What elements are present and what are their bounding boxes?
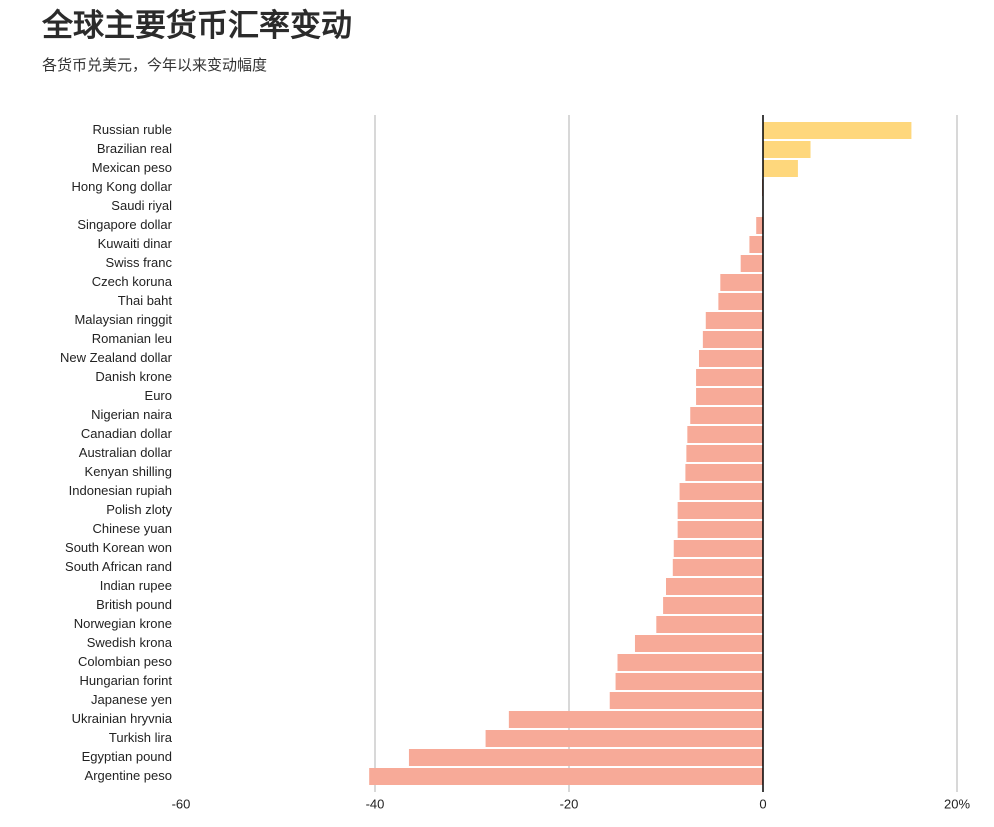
y-tick-label: Swedish krona xyxy=(87,635,173,650)
y-tick-label: Indonesian rupiah xyxy=(69,483,172,498)
bar xyxy=(615,673,763,690)
bar xyxy=(663,597,763,614)
y-tick-label: Hungarian forint xyxy=(80,673,173,688)
bar xyxy=(508,711,763,728)
y-tick-label: Euro xyxy=(145,388,172,403)
bar xyxy=(687,426,763,443)
bar xyxy=(369,768,763,785)
bar xyxy=(763,160,798,177)
bar xyxy=(690,407,763,424)
y-tick-label: Singapore dollar xyxy=(77,217,172,232)
x-tick-label: 20% xyxy=(944,796,970,811)
y-tick-label: Polish zloty xyxy=(106,502,172,517)
y-tick-label: Ukrainian hryvnia xyxy=(72,711,173,726)
bar xyxy=(686,445,763,462)
y-tick-label: New Zealand dollar xyxy=(60,350,173,365)
bar xyxy=(702,331,763,348)
bar xyxy=(698,350,763,367)
x-tick-label: -40 xyxy=(366,796,385,811)
y-tick-label: Canadian dollar xyxy=(81,426,173,441)
y-tick-label: Thai baht xyxy=(118,293,173,308)
x-tick-label: 0 xyxy=(759,796,766,811)
chart-title: 全球主要货币汇率变动 xyxy=(41,8,352,43)
bar xyxy=(656,616,763,633)
bar xyxy=(763,122,912,139)
bar xyxy=(677,502,763,519)
bar xyxy=(763,141,811,158)
bar xyxy=(756,217,763,234)
y-tick-label: Kuwaiti dinar xyxy=(98,236,173,251)
bar xyxy=(685,464,763,481)
bar xyxy=(705,312,763,329)
y-tick-label: Chinese yuan xyxy=(93,521,173,536)
y-tick-label: Romanian leu xyxy=(92,331,172,346)
y-tick-label: Mexican peso xyxy=(92,160,172,175)
y-tick-label: Hong Kong dollar xyxy=(72,179,173,194)
bar xyxy=(617,654,763,671)
y-tick-label: British pound xyxy=(96,597,172,612)
y-tick-label: Swiss franc xyxy=(106,255,173,270)
y-tick-label: Brazilian real xyxy=(97,141,172,156)
bar xyxy=(718,293,763,310)
bar xyxy=(696,369,763,386)
bar xyxy=(679,483,763,500)
y-tick-label: Saudi riyal xyxy=(111,198,172,213)
y-tick-label: Indian rupee xyxy=(100,578,172,593)
y-tick-label: Turkish lira xyxy=(109,730,173,745)
bar xyxy=(672,559,763,576)
y-tick-label: South Korean won xyxy=(65,540,172,555)
y-tick-label: South African rand xyxy=(65,559,172,574)
y-tick-label: Malaysian ringgit xyxy=(74,312,172,327)
y-tick-label: Norwegian krone xyxy=(74,616,172,631)
bar xyxy=(609,692,763,709)
y-tick-label: Czech koruna xyxy=(92,274,173,289)
bar xyxy=(485,730,763,747)
y-tick-label: Colombian peso xyxy=(78,654,172,669)
bar xyxy=(666,578,763,595)
bar xyxy=(740,255,763,272)
bar xyxy=(696,388,763,405)
bar xyxy=(720,274,763,291)
chart-subtitle: 各货币兑美元，今年以来变动幅度 xyxy=(42,57,267,74)
bar xyxy=(749,236,763,253)
bar xyxy=(634,635,763,652)
y-tick-label: Egyptian pound xyxy=(82,749,172,764)
y-tick-label: Japanese yen xyxy=(91,692,172,707)
y-tick-label: Argentine peso xyxy=(85,768,172,783)
y-tick-label: Kenyan shilling xyxy=(85,464,172,479)
y-tick-label: Australian dollar xyxy=(79,445,173,460)
y-tick-label: Nigerian naira xyxy=(91,407,173,422)
y-tick-label: Danish krone xyxy=(95,369,172,384)
bar xyxy=(677,521,763,538)
y-tick-label: Russian ruble xyxy=(93,122,173,137)
bar xyxy=(408,749,763,766)
bar xyxy=(673,540,763,557)
x-tick-label: -20 xyxy=(560,796,579,811)
x-tick-label: -60 xyxy=(172,796,191,811)
